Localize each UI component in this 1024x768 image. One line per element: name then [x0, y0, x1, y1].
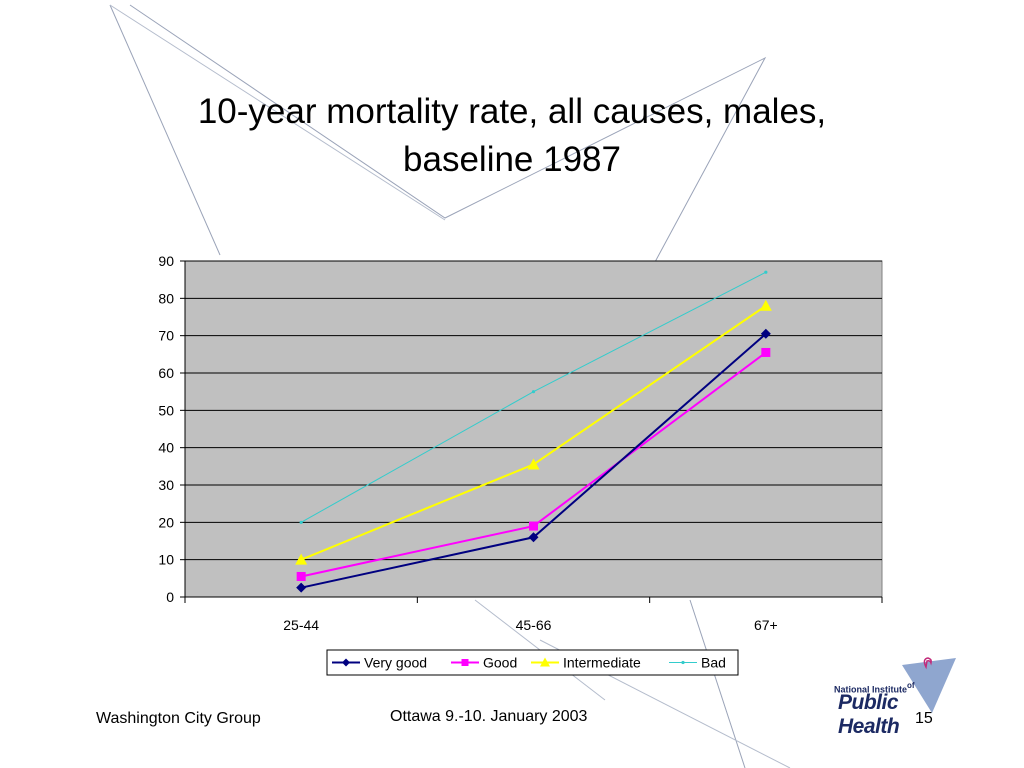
legend-label-very-good: Very good: [364, 655, 427, 671]
point-good-25-44: [296, 571, 306, 581]
logo-institute-text: National Instituteof: [834, 681, 915, 695]
logo-line-1: National Institute: [834, 684, 908, 695]
title-line-2: baseline 1987: [403, 140, 621, 179]
legend-swatch-marker-intermediate: [540, 657, 550, 667]
y-tick-label-10: 10: [158, 552, 174, 568]
x-tick-label-67+: 67+: [754, 617, 778, 633]
legend-entry-intermediate: Intermediate: [531, 655, 641, 671]
legend-label-bad: Bad: [701, 655, 726, 671]
point-very-good-67+: [760, 328, 771, 339]
logo-public-health-text: Public Health: [838, 691, 900, 738]
legend-swatch-marker-bad: [681, 660, 685, 665]
axes: 0 10 20 30 40 50 60 70 80 90 25-44 45-66 67+: [158, 253, 883, 633]
series-good: [296, 347, 771, 581]
series-bad: [299, 270, 768, 524]
footer-event: Ottawa 9.-10. January 2003: [390, 708, 588, 725]
page-number: 15: [915, 710, 933, 727]
y-tick-label-20: 20: [158, 514, 174, 530]
point-bad-45-66: [531, 390, 536, 394]
point-intermediate-45-66: [527, 458, 540, 470]
y-tick-label-30: 30: [158, 477, 174, 493]
legend-entry-very-good: Very good: [332, 655, 427, 671]
legend-swatch-marker-very-good: [342, 658, 350, 667]
y-tick-label-90: 90: [158, 253, 174, 269]
series-very-good: [296, 328, 771, 593]
legend-swatch-marker-good: [461, 659, 469, 666]
plot-area: [184, 260, 883, 598]
point-very-good-25-44: [296, 582, 307, 593]
point-bad-25-44: [299, 520, 303, 524]
point-intermediate-67+: [759, 299, 772, 311]
legend-entry-good: Good: [451, 655, 517, 671]
point-bad-67+: [764, 270, 768, 274]
series-intermediate: [295, 299, 772, 565]
x-tick-label-45-66: 45-66: [516, 617, 552, 633]
x-tick-label-25-44: 25-44: [283, 617, 319, 633]
legend-label-good: Good: [483, 655, 517, 671]
niph-logo: National Instituteof Public Health: [834, 655, 964, 738]
point-good-45-66: [529, 521, 538, 531]
y-tick-label-50: 50: [158, 402, 174, 418]
legend-label-intermediate: Intermediate: [563, 655, 641, 671]
footer-organization: Washington City Group: [96, 710, 261, 727]
point-good-67+: [761, 347, 771, 357]
slide-title: 10-year mortality rate, all causes, male…: [112, 88, 912, 184]
plot-background: [184, 260, 883, 598]
point-intermediate-25-44: [295, 553, 308, 565]
y-tick-label-80: 80: [158, 290, 174, 306]
y-tick-label-0: 0: [166, 589, 174, 605]
point-very-good-45-66: [528, 532, 539, 543]
y-tick-label-70: 70: [158, 328, 174, 344]
y-tick-label-40: 40: [158, 440, 174, 456]
y-tick-label-60: 60: [158, 365, 174, 381]
logo-emblem-icon: [902, 657, 956, 713]
title-line-1: 10-year mortality rate, all causes, male…: [197, 92, 827, 131]
legend: Very good Good Intermediate Bad: [326, 649, 739, 676]
series-group: [295, 270, 772, 593]
logo-of: of: [907, 681, 915, 690]
legend-entry-bad: Bad: [669, 655, 726, 671]
